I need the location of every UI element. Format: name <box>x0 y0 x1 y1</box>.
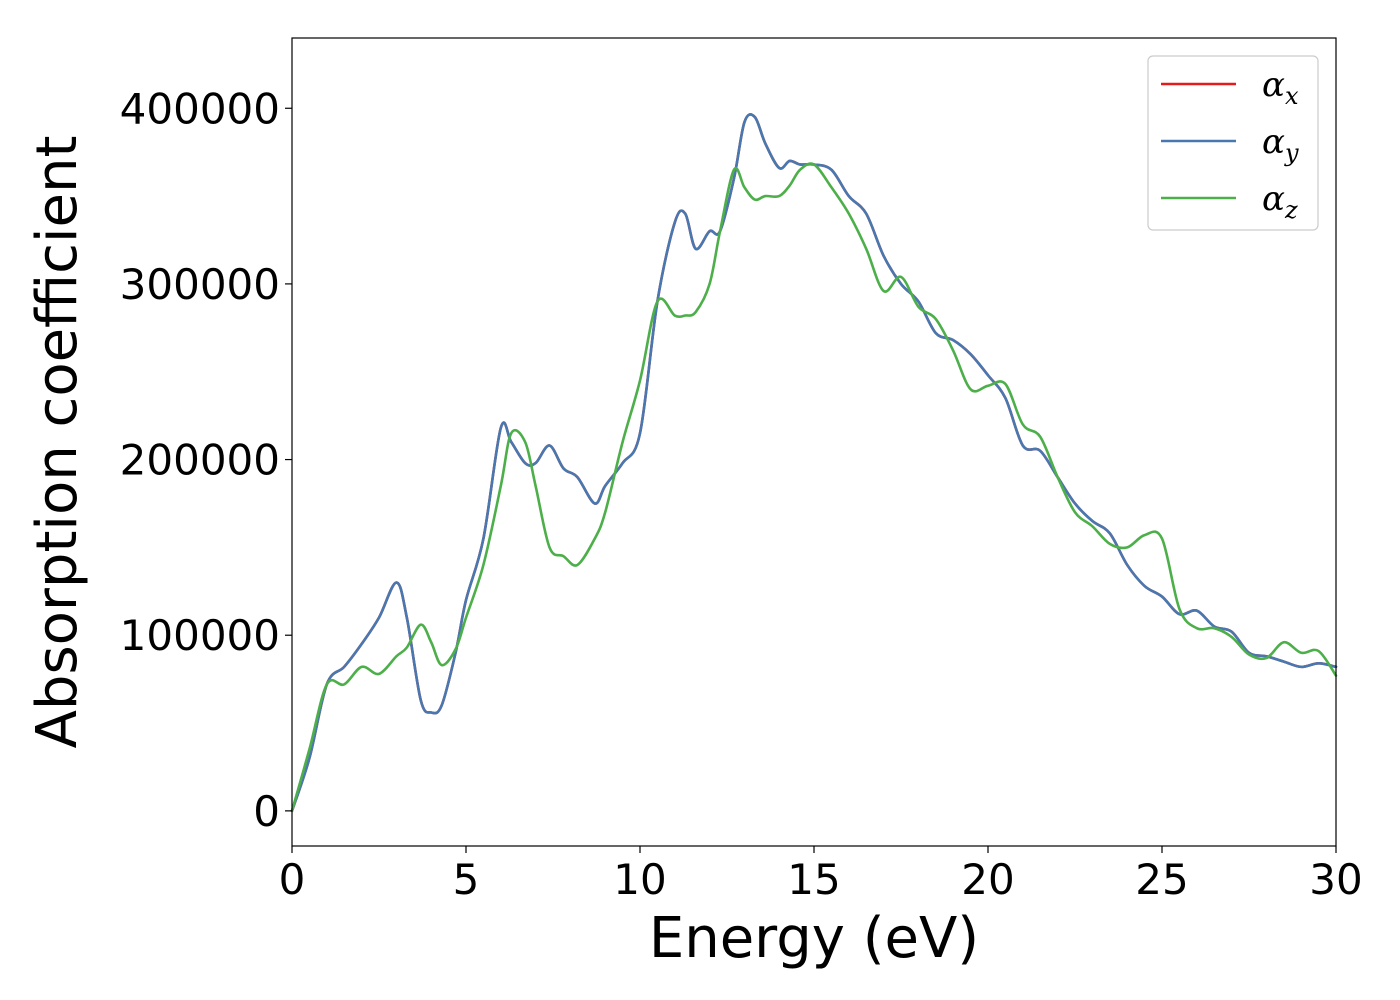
ticks-layer: 0 5 10 15 20 25 30 0 100000 200000 300000 400000 <box>120 84 1363 904</box>
x-tick-label: 10 <box>613 855 666 904</box>
series-layer <box>290 113 1338 813</box>
x-tick-label: 25 <box>1135 855 1188 904</box>
x-tick-label: 30 <box>1309 855 1362 904</box>
y-tick-label: 400000 <box>120 84 280 133</box>
legend-label-alpha-y: αy <box>1262 122 1299 167</box>
y-axis-label: Absorption coefficient <box>25 136 90 749</box>
x-tick-label: 15 <box>787 855 840 904</box>
x-tick-label: 5 <box>453 855 480 904</box>
legend-label-alpha-x: αx <box>1262 65 1299 110</box>
y-tick-label: 200000 <box>120 436 280 485</box>
legend-label-alpha-z: αz <box>1262 179 1298 224</box>
x-tick-label: 20 <box>961 855 1014 904</box>
series-line-alpha-z <box>290 162 1338 813</box>
y-tick-label: 0 <box>253 787 280 836</box>
y-tick-label: 100000 <box>120 611 280 660</box>
x-tick-label: 0 <box>279 855 306 904</box>
legend-box <box>1147 55 1319 231</box>
y-tick-label: 300000 <box>120 260 280 309</box>
legend: αx αy αz <box>1147 55 1319 231</box>
x-axis-label: Energy (eV) <box>649 906 979 971</box>
